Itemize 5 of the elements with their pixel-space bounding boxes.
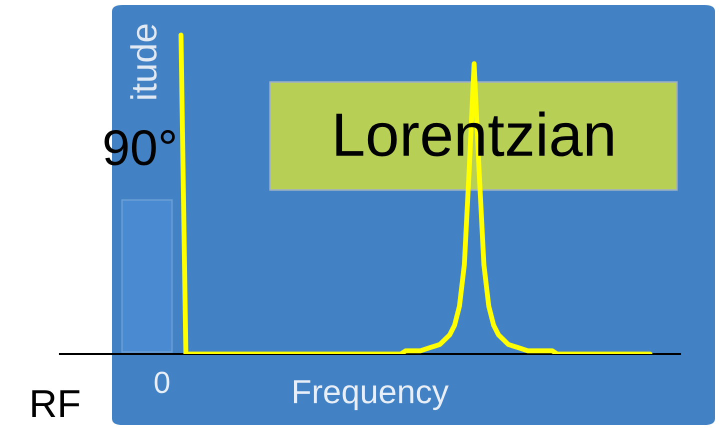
text: RF bbox=[32, 390, 80, 418]
text: 0 bbox=[154, 372, 170, 394]
y-axis-title: itude bbox=[130, 24, 157, 99]
annotation: Lorentzian bbox=[336, 112, 613, 156]
x-axis-title: Frequency bbox=[294, 380, 449, 410]
